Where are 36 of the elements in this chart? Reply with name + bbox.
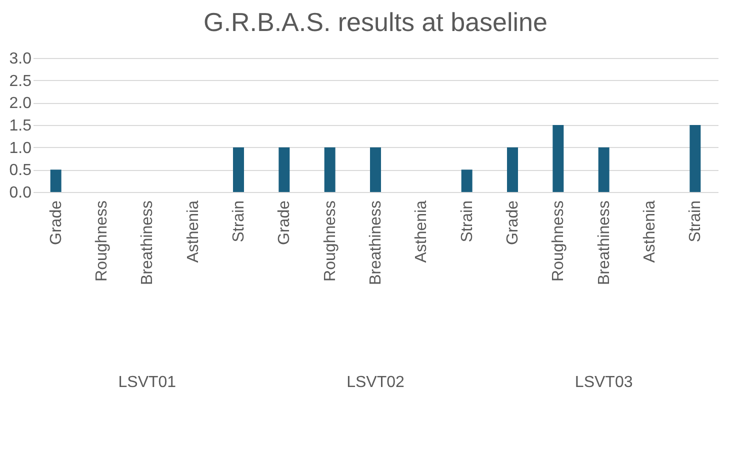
x-tick-label: Roughness	[550, 200, 568, 282]
y-tick-label: 2.5	[9, 72, 32, 90]
x-tick-label: Asthenia	[184, 200, 202, 263]
y-tick-label: 1.5	[9, 118, 32, 134]
y-tick-label: 2.0	[9, 95, 32, 112]
y-tick-label: 3.0	[9, 50, 32, 68]
x-tick-label: Grade	[276, 200, 294, 245]
x-tick-label: Roughness	[94, 200, 110, 282]
text: LSVT01	[118, 374, 176, 391]
x-tick-label: Roughness	[322, 200, 339, 282]
bar	[324, 147, 336, 192]
text: LSVT03	[574, 374, 633, 391]
y-tick-label: 1.0	[9, 140, 32, 157]
x-tick-label: Breathiness	[368, 200, 384, 285]
bar	[690, 125, 701, 192]
y-tick-label: 0.0	[9, 184, 32, 202]
x-tick-label: Strain	[230, 200, 248, 242]
bar	[461, 170, 472, 192]
text: LSVT02	[346, 374, 405, 391]
bar	[233, 147, 244, 192]
x-tick-label: Strain	[687, 200, 704, 242]
bar	[507, 147, 518, 192]
x-tick-label: Breathiness	[139, 200, 156, 285]
y-tick-label: 0.5	[9, 162, 32, 180]
x-tick-label: Grade	[48, 200, 65, 245]
x-tick-label: Asthenia	[642, 200, 658, 263]
bar	[370, 147, 381, 192]
x-tick-label: Strain	[458, 200, 476, 242]
bar	[278, 147, 290, 192]
x-tick-label: Asthenia	[413, 200, 430, 263]
bar	[552, 125, 564, 192]
bar	[50, 170, 62, 192]
bar	[598, 147, 610, 192]
x-tick-label: Breathiness	[596, 200, 613, 285]
x-tick-label: Grade	[504, 200, 522, 245]
chart-title: G.R.B.A.S. results at baseline	[204, 7, 548, 37]
